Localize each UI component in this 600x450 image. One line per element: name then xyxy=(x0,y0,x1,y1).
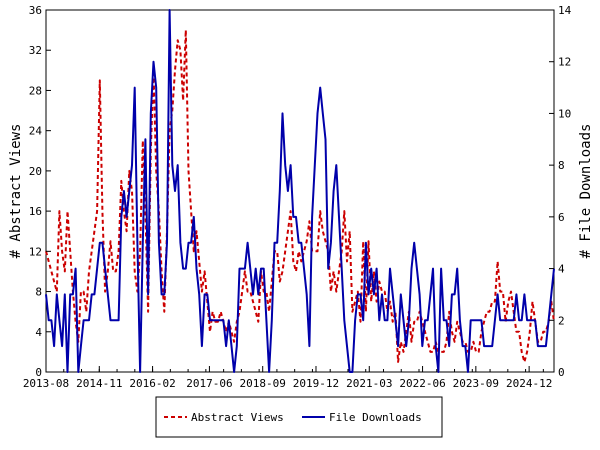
left-tick-label: 28 xyxy=(29,84,42,97)
left-tick-label: 4 xyxy=(35,326,42,339)
x-tick-label: 2019-12 xyxy=(293,377,339,390)
left-tick-label: 0 xyxy=(35,366,42,379)
right-tick-label: 0 xyxy=(558,366,565,379)
x-tick-label: 2017-06 xyxy=(186,377,232,390)
legend-label-abstract-views: Abstract Views xyxy=(191,411,284,424)
right-tick-label: 10 xyxy=(558,107,571,120)
series-line-file-downloads xyxy=(45,9,555,373)
legend: Abstract Views File Downloads xyxy=(155,396,443,438)
x-tick-label: 2018-09 xyxy=(240,377,286,390)
left-tick-label: 16 xyxy=(29,205,42,218)
x-tick-label: 2024-12 xyxy=(506,377,552,390)
left-tick-label: 36 xyxy=(29,4,42,17)
left-tick-label: 32 xyxy=(29,44,42,57)
right-axis-title: # File Downloads xyxy=(578,124,594,259)
right-tick-label: 8 xyxy=(558,159,565,172)
x-tick-label: 2022-06 xyxy=(399,377,445,390)
legend-label-file-downloads: File Downloads xyxy=(329,411,422,424)
left-tick-label: 24 xyxy=(29,125,43,138)
x-tick-label: 2021-03 xyxy=(346,377,392,390)
right-tick-label: 14 xyxy=(558,4,572,17)
right-tick-label: 2 xyxy=(558,314,565,327)
plot-area xyxy=(45,9,555,373)
right-tick-label: 6 xyxy=(558,211,565,224)
left-tick-label: 20 xyxy=(29,165,42,178)
series-layer xyxy=(45,9,555,373)
right-tick-label: 4 xyxy=(558,263,565,276)
right-tick-label: 12 xyxy=(558,56,571,69)
x-tick-label: 2013-08 xyxy=(23,377,69,390)
left-axis-title: # Abstract Views xyxy=(8,124,24,259)
left-tick-label: 8 xyxy=(35,286,42,299)
x-tick-label: 2014-11 xyxy=(76,377,122,390)
x-tick-label: 2016-02 xyxy=(129,377,175,390)
left-tick-label: 12 xyxy=(29,245,42,258)
x-tick-label: 2023-09 xyxy=(453,377,499,390)
legend-box xyxy=(155,396,443,438)
